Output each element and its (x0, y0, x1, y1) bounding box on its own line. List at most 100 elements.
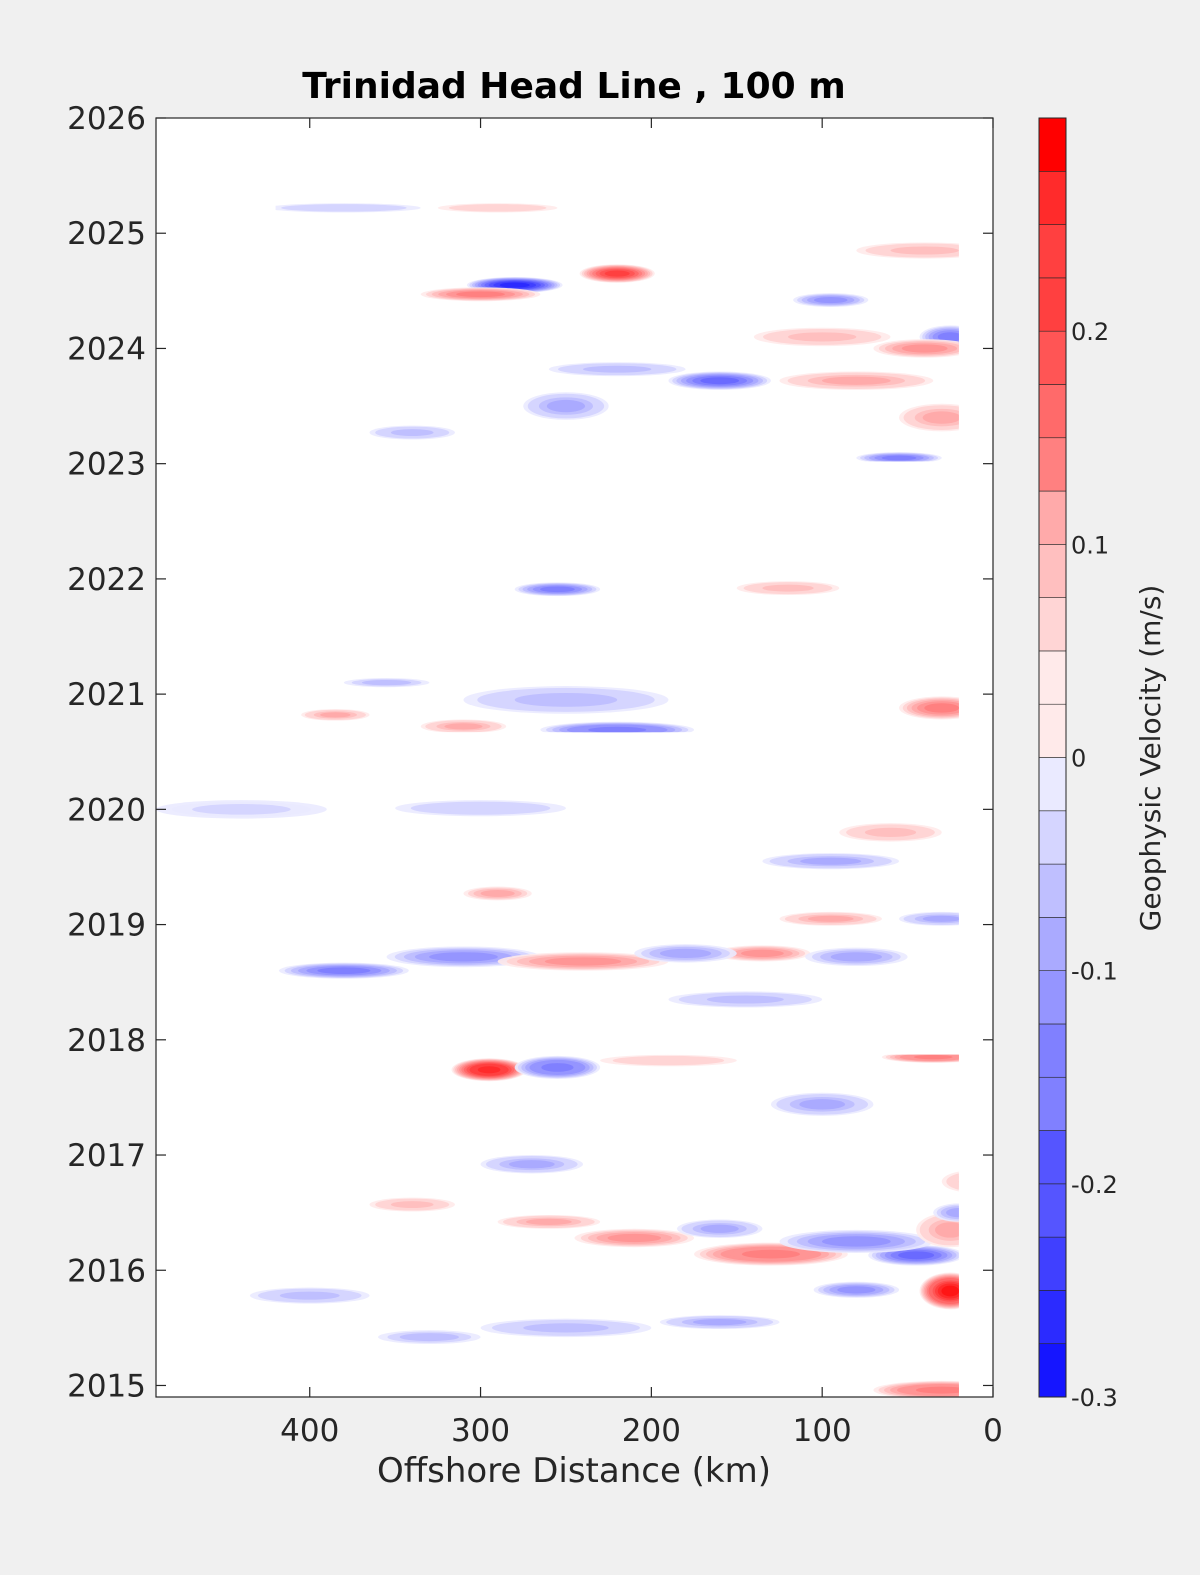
colorbar-bin (1038, 544, 1067, 598)
positive-velocity-blob (899, 696, 959, 720)
x-tick-label: 100 (793, 1413, 852, 1449)
y-tick-label: 2020 (67, 792, 146, 828)
positive-velocity-blob (420, 287, 541, 302)
x-tick-label: 200 (622, 1413, 681, 1449)
colorbar-bin (1038, 170, 1067, 225)
colorbar-bin (1038, 117, 1067, 172)
plot-area (156, 118, 993, 1397)
x-tick-label: 300 (451, 1413, 510, 1449)
positive-velocity-blob (873, 1380, 959, 1397)
colorbar-bin (1038, 1130, 1067, 1185)
negative-velocity-blob (868, 1244, 959, 1266)
positive-velocity-blob (451, 1058, 527, 1082)
y-tick: 2015 (67, 1368, 993, 1404)
y-tick: 2019 (67, 908, 993, 944)
y-tick: 2018 (67, 1023, 993, 1059)
negative-velocity-blob (770, 1092, 874, 1116)
x-tick-label: 0 (983, 1413, 1003, 1449)
positive-velocity-blob (916, 1212, 959, 1248)
y-tick-label: 2023 (67, 447, 146, 483)
positive-velocity-blob (497, 952, 669, 971)
y-tick-label: 2015 (67, 1368, 146, 1404)
positive-velocity-blob (497, 1214, 601, 1229)
positive-velocity-blob (941, 1170, 959, 1194)
positive-velocity-blob (301, 709, 370, 721)
x-tick-label: 400 (280, 1413, 339, 1449)
colorbar-tick-label: 0 (1071, 745, 1086, 773)
positive-velocity-blob (714, 945, 811, 962)
colorbar-label: Geophysic Velocity (m/s) (1134, 585, 1167, 932)
negative-velocity-blob (395, 800, 566, 817)
positive-velocity-blob (839, 823, 942, 842)
y-tick: 2023 (67, 447, 993, 483)
negative-velocity-blob (480, 1318, 652, 1338)
negative-velocity-blob (463, 686, 669, 714)
y-tick: 2024 (67, 331, 993, 367)
positive-velocity-blob (420, 719, 507, 734)
negative-velocity-blob (668, 991, 823, 1008)
colorbar-bin (1038, 810, 1067, 865)
negative-velocity-blob (548, 362, 686, 377)
colorbar-bin (1038, 650, 1067, 705)
negative-velocity-blob (856, 452, 942, 464)
positive-velocity-blob (779, 371, 934, 390)
colorbar-tick-label: -0.3 (1071, 1384, 1118, 1412)
positive-velocity-blob (736, 581, 840, 596)
colorbar-bin (1038, 384, 1067, 439)
y-tick: 2021 (67, 677, 993, 713)
colorbar-bin (1038, 224, 1067, 279)
negative-velocity-blob (343, 677, 430, 688)
negative-velocity-blob (762, 853, 900, 870)
negative-velocity-blob (514, 1055, 601, 1079)
y-tick-label: 2026 (67, 101, 146, 137)
y-tick-label: 2016 (67, 1253, 146, 1289)
negative-velocity-blob (899, 911, 959, 926)
positive-velocity-blob (600, 1054, 737, 1067)
y-tick: 2025 (67, 216, 993, 252)
colorbar-bin (1038, 1183, 1067, 1238)
x-tick: 400 (280, 118, 339, 1449)
colorbar-bin (1038, 1236, 1067, 1291)
colorbar-tick-label: -0.1 (1071, 958, 1118, 986)
negative-velocity-blob (267, 203, 421, 213)
negative-velocity-blob (793, 293, 869, 307)
velocity-anomalies (156, 203, 959, 1397)
colorbar-tick-label: -0.2 (1071, 1171, 1118, 1199)
positive-velocity-blob (574, 1228, 695, 1248)
plot-frame (155, 117, 994, 1398)
negative-velocity-blob (676, 1219, 763, 1238)
colorbar-bin (1038, 490, 1067, 545)
positive-velocity-blob (873, 339, 959, 358)
positive-velocity-blob (919, 1272, 959, 1310)
negative-velocity-blob (480, 1155, 584, 1174)
colorbar-bin (1038, 863, 1067, 918)
positive-velocity-blob (779, 911, 882, 926)
colorbar-bin (1038, 437, 1067, 492)
y-tick-label: 2022 (67, 562, 146, 598)
colorbar-frame (1038, 117, 1067, 1398)
colorbar-bin (1038, 330, 1067, 385)
x-axis-label: Offshore Distance (km) (377, 1451, 771, 1491)
y-tick: 2017 (67, 1138, 993, 1174)
negative-velocity-blob (378, 1330, 481, 1344)
colorbar-bin (1038, 1076, 1067, 1131)
y-tick-label: 2018 (67, 1023, 146, 1059)
axes: 400 300 200 100 0 2015 2016 2017 2018 2019 2020 202… (67, 101, 1003, 1449)
y-tick: 2016 (67, 1253, 993, 1289)
negative-velocity-blob (156, 800, 327, 819)
negative-velocity-blob (933, 1203, 959, 1222)
velocity-field (156, 203, 959, 1397)
colorbar-bin (1038, 1290, 1067, 1345)
colorbar-bin (1038, 1343, 1067, 1398)
negative-velocity-blob (249, 1287, 370, 1304)
x-tick: 300 (451, 118, 510, 1449)
y-tick: 2026 (67, 101, 993, 137)
y-tick-label: 2025 (67, 216, 146, 252)
negative-velocity-blob (514, 582, 601, 597)
negative-velocity-blob (668, 371, 771, 390)
colorbar-bin (1038, 1023, 1067, 1078)
x-tick: 100 (793, 118, 852, 1449)
colorbar-bin (1038, 970, 1067, 1025)
colorbar-bin (1038, 757, 1067, 812)
